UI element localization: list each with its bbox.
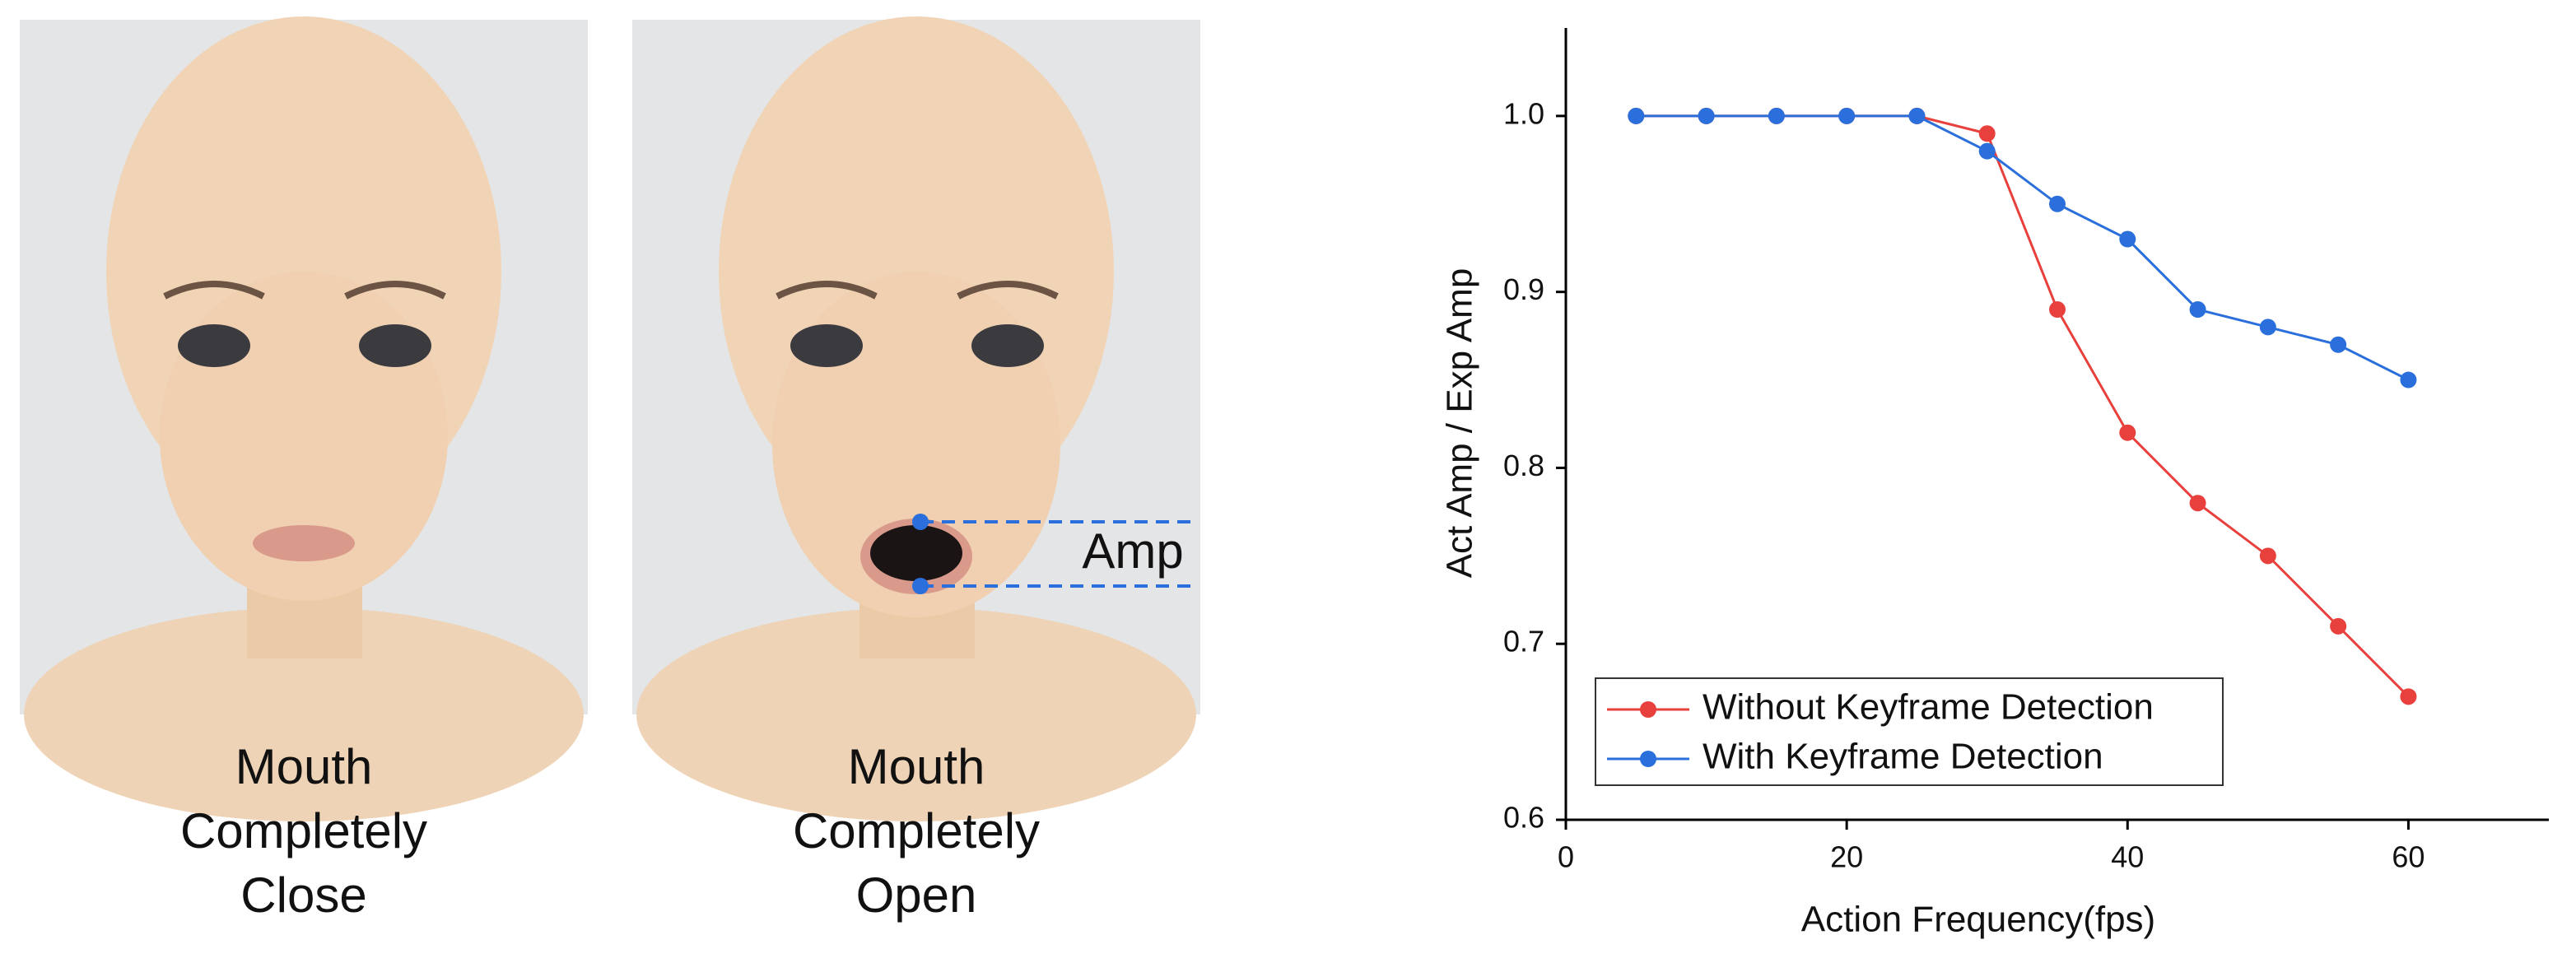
y-tick-label: 0.7: [1503, 625, 1544, 658]
amp-label: Amp: [1082, 523, 1183, 579]
legend-label: With Keyframe Detection: [1703, 737, 2103, 777]
series-line: [1636, 114, 2410, 698]
data-point: [2049, 301, 2066, 319]
data-point: [2259, 547, 2276, 565]
legend-marker: [1640, 751, 1656, 767]
legend-box: [1595, 677, 2224, 786]
caption: Close: [240, 868, 366, 923]
data-point: [2330, 617, 2347, 635]
data-point: [1768, 107, 1785, 124]
legend-label: Without Keyframe Detection: [1703, 687, 2154, 728]
x-tick-label: 0: [1558, 840, 1574, 874]
caption: Completely: [180, 803, 427, 858]
data-point: [1908, 107, 1926, 124]
x-tick-label: 20: [1830, 840, 1863, 874]
data-point: [2119, 424, 2136, 441]
data-point: [2330, 336, 2347, 353]
data-point: [2189, 495, 2206, 512]
data-point: [1628, 107, 1645, 124]
data-point: [2259, 319, 2276, 336]
photo-closed: [20, 16, 588, 821]
legend-marker: [1640, 701, 1656, 718]
data-point: [2189, 301, 2206, 319]
data-point: [1978, 142, 1996, 160]
x-tick-label: 60: [2392, 840, 2425, 874]
data-point: [1838, 107, 1856, 124]
caption: Mouth: [848, 739, 985, 794]
y-tick-label: 0.9: [1503, 272, 1544, 306]
x-tick-label: 40: [2111, 840, 2144, 874]
caption: Open: [856, 868, 977, 923]
series-line: [1636, 114, 2410, 381]
y-axis-label: Act Amp / Exp Amp: [1440, 268, 1480, 579]
data-point: [2119, 230, 2136, 248]
photo-open: Amp: [632, 16, 1200, 821]
data-point: [2049, 195, 2066, 212]
data-point: [2400, 371, 2417, 388]
y-tick-label: 0.6: [1503, 801, 1544, 835]
data-point: [2400, 688, 2417, 705]
x-axis-label: Action Frequency(fps): [1801, 900, 2155, 940]
data-point: [1698, 107, 1715, 124]
y-tick-label: 0.8: [1503, 449, 1544, 482]
y-tick-label: 1.0: [1503, 96, 1544, 130]
caption: Mouth: [235, 739, 373, 794]
caption: Completely: [793, 803, 1040, 858]
data-point: [1978, 125, 1996, 142]
